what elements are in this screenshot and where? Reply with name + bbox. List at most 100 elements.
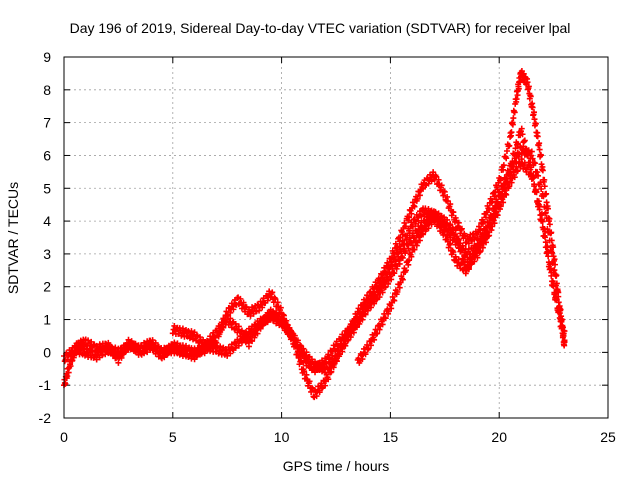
data-point: [230, 306, 237, 313]
y-tick-label: 7: [43, 115, 51, 131]
data-points: [61, 68, 568, 401]
data-point: [455, 219, 462, 226]
data-point: [542, 209, 549, 216]
data-point: [486, 222, 493, 229]
x-axis-label: GPS time / hours: [283, 458, 390, 474]
data-point: [506, 183, 513, 190]
data-point: [556, 310, 563, 317]
data-point: [514, 140, 521, 147]
data-point: [533, 189, 540, 196]
data-point: [247, 332, 254, 339]
data-point: [546, 221, 553, 228]
data-point: [521, 137, 528, 144]
data-point: [455, 236, 462, 243]
data-point: [491, 208, 498, 215]
data-point: [522, 145, 529, 152]
data-point: [388, 276, 395, 283]
data-point: [277, 304, 284, 311]
data-point: [543, 215, 550, 222]
data-point: [254, 330, 261, 337]
data-point: [391, 270, 398, 277]
tick-labels: 0 5 10 15 20 25 -2 -1 0 1 2 3 4 5 6 7 8 9: [39, 49, 616, 445]
data-point: [497, 203, 504, 210]
data-point: [371, 300, 378, 307]
data-point: [524, 150, 531, 157]
data-point: [444, 233, 451, 240]
data-point: [433, 173, 440, 180]
y-tick-label: 2: [43, 279, 51, 295]
data-point: [541, 176, 548, 183]
data-point: [435, 210, 442, 217]
data-point: [342, 342, 349, 349]
data-point: [303, 349, 310, 356]
y-tick-label: 4: [43, 213, 51, 229]
data-point: [64, 373, 71, 380]
data-point: [551, 256, 558, 263]
y-tick-label: 3: [43, 246, 51, 262]
data-point: [542, 234, 549, 241]
data-point: [497, 190, 504, 197]
data-point: [399, 254, 406, 261]
data-point: [530, 172, 537, 179]
data-point: [539, 224, 546, 231]
data-point: [408, 210, 415, 217]
data-point: [474, 248, 481, 255]
data-point: [220, 324, 227, 331]
data-point: [497, 175, 504, 182]
data-point: [62, 380, 69, 387]
data-point: [191, 329, 198, 336]
data-point: [411, 246, 418, 253]
data-point: [546, 237, 553, 244]
data-point: [548, 272, 555, 279]
data-point: [362, 351, 369, 358]
x-tick-label: 25: [600, 429, 616, 445]
data-point: [269, 289, 276, 296]
data-point: [394, 288, 401, 295]
data-point: [415, 217, 422, 224]
y-tick-label: 0: [43, 344, 51, 360]
data-point: [550, 244, 557, 251]
data-point: [428, 178, 435, 185]
data-point: [374, 330, 381, 337]
data-point: [353, 324, 360, 331]
data-point: [249, 338, 256, 345]
data-point: [531, 160, 538, 167]
data-point: [333, 358, 340, 365]
data-point: [538, 216, 545, 223]
data-point: [518, 125, 525, 132]
data-point: [527, 93, 534, 100]
data-point: [543, 199, 550, 206]
data-point: [547, 265, 554, 272]
data-point: [325, 376, 332, 383]
data-point: [554, 286, 561, 293]
data-point: [359, 316, 366, 323]
plot-frame: [63, 56, 609, 419]
data-point: [542, 244, 549, 251]
x-tick-label: 10: [274, 429, 290, 445]
data-point: [447, 240, 454, 247]
data-point: [416, 237, 423, 244]
series-track-d: [354, 125, 568, 366]
data-point: [513, 96, 520, 103]
data-point: [531, 116, 538, 123]
data-point: [556, 304, 563, 311]
data-point: [286, 325, 293, 332]
y-tick-label: -1: [39, 377, 52, 393]
data-point: [379, 321, 386, 328]
data-point: [561, 328, 568, 335]
data-point: [428, 221, 435, 228]
data-point: [519, 131, 526, 138]
data-point: [545, 205, 552, 212]
data-point: [539, 167, 546, 174]
data-point: [509, 121, 516, 128]
data-point: [441, 228, 448, 235]
x-tick-label: 5: [169, 429, 177, 445]
data-point: [115, 359, 122, 366]
data-point: [520, 70, 527, 77]
data-point: [365, 345, 372, 352]
data-point: [316, 389, 323, 396]
data-point: [362, 311, 369, 318]
data-point: [406, 214, 413, 221]
data-point: [306, 378, 313, 385]
